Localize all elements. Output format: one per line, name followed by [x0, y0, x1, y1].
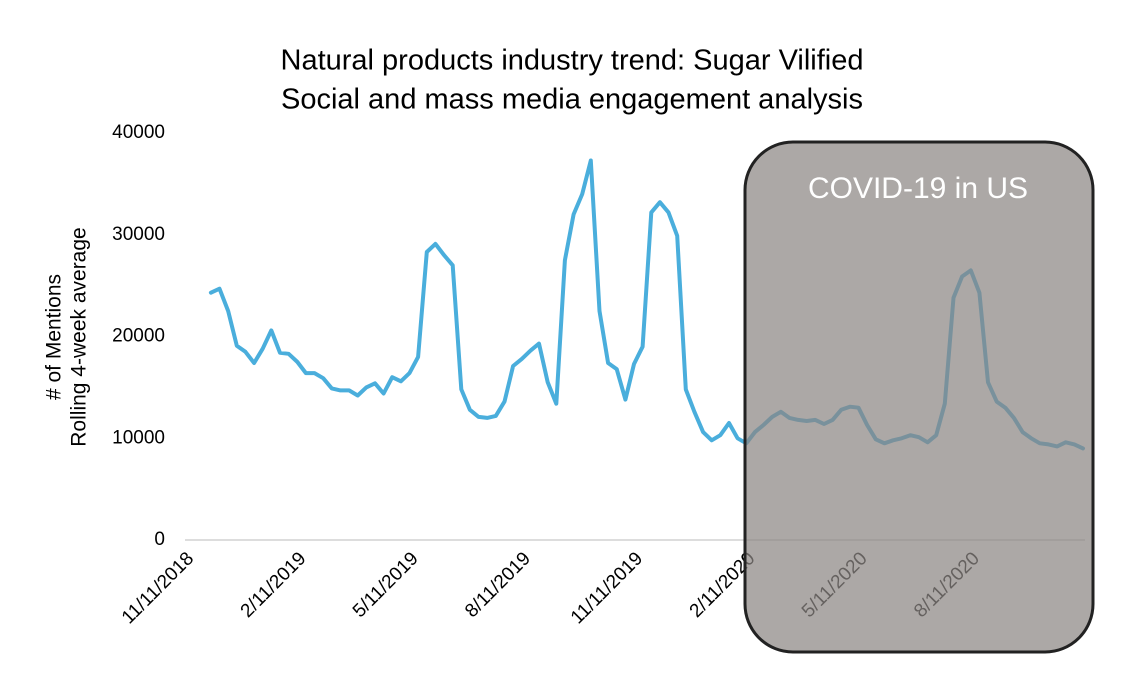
y-tick-label: 10000	[112, 427, 165, 448]
x-tick-label: 11/11/2019	[567, 548, 647, 628]
y-axis-label: Rolling 4-week average	[68, 227, 91, 446]
y-axis-label: # of Mentions	[43, 274, 66, 400]
chart-title: Social and mass media engagement analysi…	[281, 84, 863, 116]
x-tick-label: 2/11/2019	[237, 548, 311, 622]
x-tick-label: 8/11/2019	[461, 548, 535, 622]
y-tick-label: 0	[154, 529, 165, 550]
annotation: COVID-19 in US	[808, 172, 1028, 205]
y-tick-label: 30000	[112, 224, 165, 245]
x-tick-label: 5/11/2019	[349, 548, 423, 622]
chart-title: Natural products industry trend: Sugar V…	[281, 45, 864, 77]
x-tick-label: 11/11/2018	[118, 548, 198, 628]
covid-highlight	[743, 140, 1095, 654]
y-tick-label: 20000	[112, 326, 165, 347]
y-tick-label: 40000	[112, 122, 165, 143]
